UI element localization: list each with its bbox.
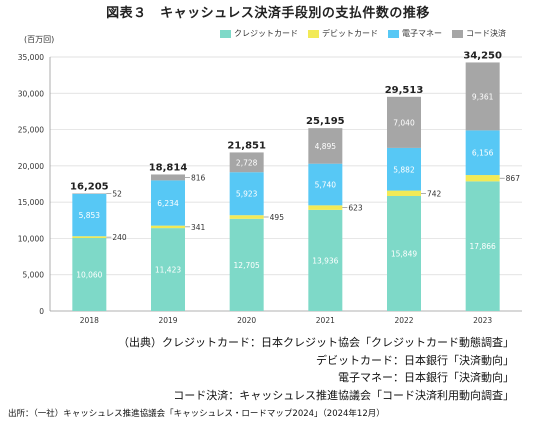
data-label-credit: 11,423 <box>155 266 181 275</box>
data-label-code: 816 <box>191 173 206 182</box>
y-tick-label: 30,000 <box>18 89 44 98</box>
legend-swatch-credit <box>220 29 231 38</box>
bar-segment-emoney <box>308 163 343 206</box>
bar-segment-credit <box>387 195 421 311</box>
source-line-code: コード決済：キャッシュレス推進協議会「コード決済利用動向調査」 <box>173 388 514 402</box>
data-label-emoney: 5,923 <box>236 190 258 199</box>
y-tick-label: 15,000 <box>18 198 44 207</box>
y-tick-label: 0 <box>39 307 44 316</box>
data-label-emoney: 6,156 <box>472 149 494 158</box>
bar-segment-code <box>465 62 500 131</box>
bar-segment-credit <box>465 181 500 311</box>
x-tick-label: 2022 <box>394 316 413 325</box>
bar-segment-credit <box>229 218 264 311</box>
legend-label-credit: クレジットカード <box>234 29 298 38</box>
total-label: 29,513 <box>385 85 424 96</box>
bar-segment-code <box>387 96 421 148</box>
bar-segment-debit <box>151 225 185 229</box>
total-label: 18,814 <box>149 162 188 173</box>
bar-segment-debit <box>465 175 500 182</box>
bar-segment-credit <box>151 228 185 311</box>
legend-label-code: コード決済 <box>466 29 506 38</box>
legend-label-emoney: 電子マネー <box>402 29 442 38</box>
total-label: 34,250 <box>463 50 502 61</box>
data-label-credit: 10,060 <box>76 270 102 279</box>
legend: クレジットカード デビットカード 電子マネー コード決済 <box>220 28 506 39</box>
data-label-code: 7,040 <box>393 118 415 127</box>
bar-segment-emoney <box>465 130 500 176</box>
footnote: 出所：（一社）キャッシュレス推進協議会「キャッシュレス・ロードマップ2024」（… <box>8 409 385 419</box>
y-tick-label: 10,000 <box>18 234 44 243</box>
data-label-credit: 17,866 <box>470 242 496 251</box>
y-tick-label: 20,000 <box>18 162 44 171</box>
bar-segment-emoney <box>72 193 107 237</box>
x-tick-label: 2023 <box>473 316 492 325</box>
data-label-code: 9,361 <box>472 92 494 101</box>
bar-segment-emoney <box>151 180 185 226</box>
legend-item-debit: デビットカード <box>308 28 378 39</box>
data-label-credit: 15,849 <box>391 249 417 258</box>
bar-segment-code <box>229 152 264 173</box>
bar-segment-emoney <box>387 147 421 191</box>
bar-segment-code <box>308 128 343 164</box>
bar-segment-code <box>151 174 185 181</box>
data-label-credit: 13,936 <box>312 256 338 265</box>
legend-item-code: コード決済 <box>452 28 506 39</box>
bar-segment-debit <box>72 236 107 238</box>
stacked-bar-chart: 0 5,000 10,000 15,000 20,000 25,000 30,000 35,0… <box>18 50 522 325</box>
sources-block: （出典）クレジットカード：日本クレジット協会「クレジットカード動態調査」 デビッ… <box>118 334 514 404</box>
y-axis-unit: (百万回) <box>24 35 55 44</box>
bar-segment-credit <box>308 209 343 311</box>
data-label-debit: 742 <box>427 189 442 198</box>
y-tick-label: 5,000 <box>23 271 45 280</box>
legend-swatch-debit <box>308 29 319 38</box>
data-label-debit: 495 <box>270 213 285 222</box>
y-tick-label: 35,000 <box>18 53 44 62</box>
legend-swatch-code <box>452 29 463 38</box>
data-label-debit: 867 <box>506 174 521 183</box>
bar-segment-emoney <box>229 172 264 216</box>
legend-label-debit: デビットカード <box>322 29 378 38</box>
y-tick-label: 25,000 <box>18 126 44 135</box>
bar-segment-debit <box>229 215 264 219</box>
total-label: 25,195 <box>306 116 345 127</box>
data-label-emoney: 5,882 <box>393 165 415 174</box>
bar-segment-credit <box>72 237 107 311</box>
data-label-code: 4,895 <box>315 142 337 151</box>
source-line-emoney: 電子マネー：日本銀行「決済動向」 <box>338 371 514 384</box>
legend-item-credit: クレジットカード <box>220 28 298 39</box>
x-tick-label: 2020 <box>237 316 256 325</box>
data-label-emoney: 6,234 <box>157 199 179 208</box>
source-line-credit: （出典）クレジットカード：日本クレジット協会「クレジットカード動態調査」 <box>118 336 514 349</box>
x-tick-label: 2019 <box>158 316 177 325</box>
data-label-credit: 12,705 <box>234 261 260 270</box>
data-label-debit: 341 <box>191 223 206 232</box>
legend-swatch-emoney <box>388 29 399 38</box>
data-label-debit: 623 <box>348 204 363 213</box>
total-label: 21,851 <box>227 140 266 151</box>
chart-title: 図表３ キャッシュレス決済手段別の支払件数の推移 <box>106 6 430 21</box>
bar-segment-debit <box>387 190 421 196</box>
data-label-code: 2,728 <box>236 158 258 167</box>
data-label-emoney: 5,740 <box>315 181 337 190</box>
x-tick-label: 2018 <box>80 316 99 325</box>
source-line-debit: デビットカード：日本銀行「決済動向」 <box>316 353 514 367</box>
bar-segment-code <box>72 193 107 194</box>
x-tick-label: 2021 <box>316 316 335 325</box>
total-label: 16,205 <box>70 181 109 192</box>
bar-segment-debit <box>308 205 343 210</box>
data-label-emoney: 5,853 <box>79 211 101 220</box>
data-label-code: 52 <box>112 190 122 199</box>
data-label-debit: 240 <box>112 233 127 242</box>
legend-item-emoney: 電子マネー <box>388 28 442 39</box>
